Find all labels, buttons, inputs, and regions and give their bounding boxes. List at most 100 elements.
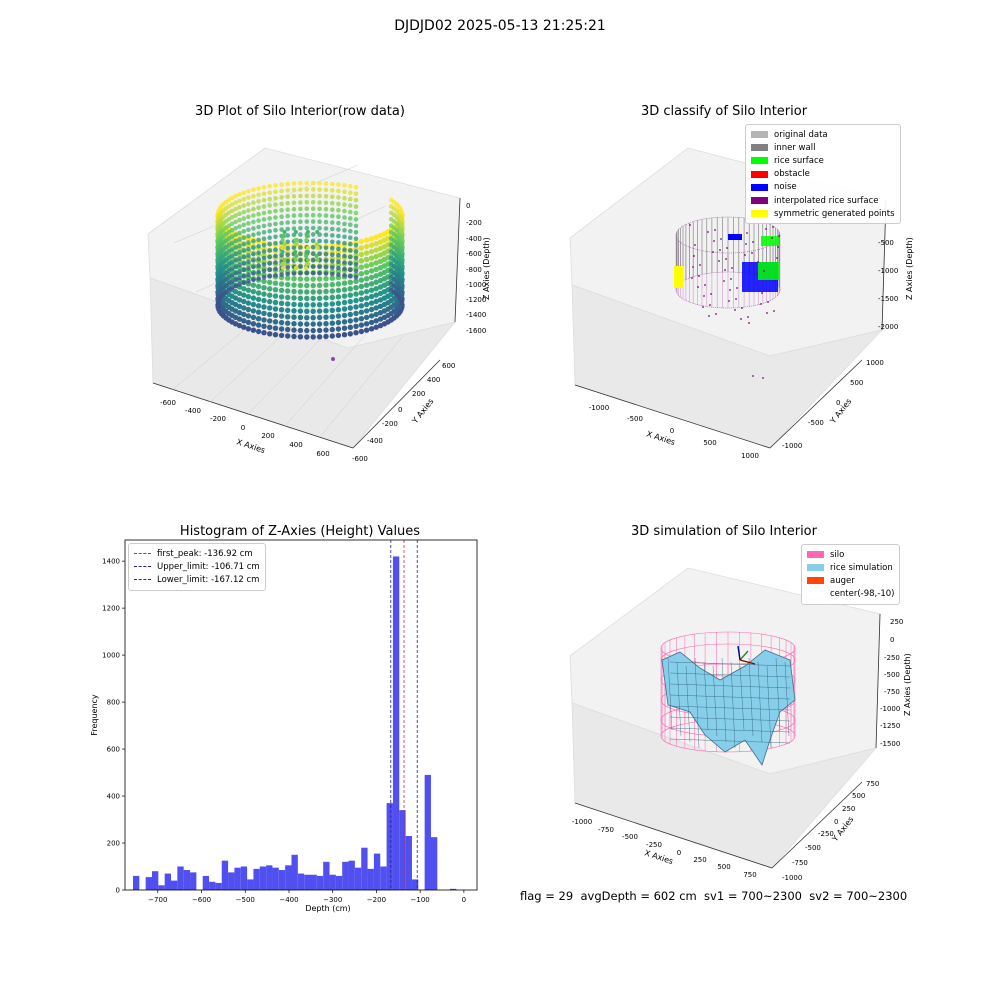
- plot4-z-tick: -1250: [880, 722, 900, 730]
- histogram-bar: [316, 875, 324, 890]
- plot1-point: [358, 328, 365, 335]
- plot1-point: [241, 216, 247, 221]
- plot1-point: [291, 219, 297, 225]
- plot1-point: [330, 226, 335, 232]
- plot1-point: [229, 253, 235, 259]
- plot1-point: [336, 233, 341, 239]
- plot4-y-tick: 500: [852, 792, 865, 800]
- plot1-point: [280, 266, 285, 270]
- plot2-x-tick: -500: [627, 415, 643, 423]
- plot2-x-tick: 500: [703, 439, 716, 447]
- plot1-point: [310, 276, 316, 282]
- plot1-point: [377, 303, 384, 309]
- histogram-bar: [215, 882, 222, 890]
- plot1-y-tick: -600: [352, 455, 368, 463]
- plot1-point: [399, 216, 405, 222]
- plot1-point: [304, 321, 310, 327]
- plot2-interp-point: [714, 229, 716, 231]
- plot1-point: [336, 227, 341, 232]
- plot1-point: [323, 181, 329, 186]
- plot1-point: [304, 254, 309, 258]
- plot1-z-ticks: 0 -200 -400 -600 -800 -1000 -1200 -1400 …: [466, 202, 486, 335]
- plot1-point: [341, 293, 348, 299]
- plot1-point: [304, 193, 310, 199]
- plot2-interp-point: [751, 252, 753, 254]
- plot1-point: [237, 224, 242, 229]
- plot1-point: [358, 277, 365, 283]
- histogram-bar: [234, 867, 241, 890]
- plot2-interp-point: [773, 310, 775, 312]
- plot1-point: [297, 289, 304, 295]
- plot1-point: [291, 333, 297, 340]
- plot2-interp-point: [762, 377, 764, 379]
- plot4-zlabel: Z Axies (Depth): [903, 653, 912, 716]
- plot2-interp-point: [715, 313, 717, 315]
- plot1-point: [363, 308, 370, 314]
- plot1-point: [285, 220, 291, 225]
- plot1-point: [237, 198, 242, 204]
- plot1-point: [353, 217, 359, 222]
- histogram-bar: [259, 866, 267, 890]
- plot1-point: [317, 251, 322, 257]
- plot1-point: [241, 241, 247, 247]
- legend-item-noise: noise: [751, 181, 895, 194]
- plot1-point: [335, 332, 342, 339]
- plot1-point: [279, 227, 284, 232]
- plot1-point: [285, 326, 291, 333]
- plot1-point: [233, 251, 238, 257]
- plot1-point: [373, 298, 379, 305]
- plot1-point: [285, 265, 291, 270]
- plot1-point: [363, 327, 370, 333]
- plot1-point: [358, 264, 365, 270]
- plot1-z-tick: 0: [466, 202, 470, 210]
- histogram-bar: [424, 774, 431, 890]
- plot1-point: [304, 219, 310, 224]
- plot1-point: [353, 204, 359, 209]
- legend-label: rice simulation: [830, 562, 893, 573]
- plot2-interp-point: [768, 290, 770, 292]
- plot1-point: [246, 227, 251, 233]
- plot2-z-tick: -2000: [878, 323, 898, 331]
- plot1-point: [310, 180, 316, 186]
- histogram-bar: [335, 875, 343, 890]
- plot1-point: [261, 275, 267, 280]
- plot2-interp-point: [726, 247, 728, 249]
- plot1-point: [330, 233, 335, 238]
- plot2-ylabel: Y Axies: [828, 397, 854, 426]
- plot1-point: [330, 200, 335, 206]
- plot1-point: [358, 258, 365, 264]
- plot2-interp-point: [739, 234, 741, 236]
- plot1-point: [293, 266, 298, 270]
- plot1-point: [261, 210, 267, 216]
- plot1-point: [246, 259, 251, 265]
- plot1-point: [291, 181, 297, 186]
- plot1-point: [267, 298, 273, 305]
- plot1-point: [255, 283, 262, 290]
- legend-label: inner wall: [774, 142, 816, 153]
- plot1-point: [330, 252, 335, 257]
- plot1-point: [348, 241, 353, 247]
- plot1-x-tick: -200: [210, 415, 226, 423]
- plot1-point: [347, 324, 353, 330]
- plot1-point: [246, 195, 251, 200]
- plot1-point: [282, 262, 287, 266]
- plot1-point: [358, 290, 365, 296]
- plot2-interp-point: [702, 306, 704, 308]
- rice-mesh-line: [669, 738, 791, 744]
- plot1-point: [246, 208, 251, 213]
- plot1-point: [310, 334, 316, 340]
- plot2-interp-point: [725, 258, 727, 260]
- plot1-point: [297, 321, 304, 327]
- histogram-bar: [373, 853, 381, 890]
- plot1-point: [304, 266, 309, 270]
- plot1-point: [335, 287, 342, 294]
- plot1-point: [245, 313, 252, 319]
- plot1-point: [304, 206, 310, 211]
- plot1-point: [353, 242, 359, 248]
- plot1-point: [291, 295, 297, 301]
- plot1-point: [348, 216, 353, 221]
- plot1-point: [229, 279, 235, 284]
- plot1-point: [291, 314, 297, 320]
- legend-item-center: center(-98,-10): [807, 588, 894, 601]
- plot1-point: [317, 225, 322, 231]
